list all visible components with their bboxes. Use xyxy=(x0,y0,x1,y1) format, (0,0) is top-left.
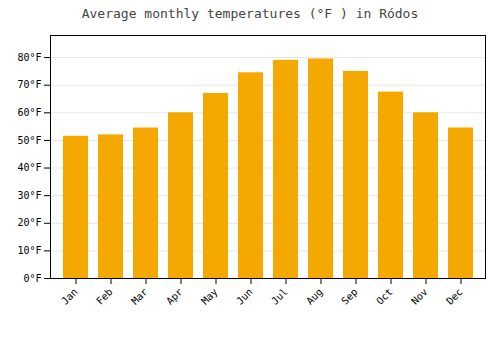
svg-text:Sep: Sep xyxy=(339,286,360,307)
svg-text:30°F: 30°F xyxy=(17,190,41,201)
svg-text:Nov: Nov xyxy=(409,286,430,307)
svg-text:60°F: 60°F xyxy=(17,107,41,118)
svg-text:50°F: 50°F xyxy=(17,135,41,146)
svg-text:40°F: 40°F xyxy=(17,162,41,173)
svg-text:70°F: 70°F xyxy=(17,79,41,90)
svg-text:Apr: Apr xyxy=(164,286,185,307)
svg-text:Feb: Feb xyxy=(94,286,115,307)
svg-text:Aug: Aug xyxy=(304,286,325,307)
svg-text:Jan: Jan xyxy=(59,286,80,307)
svg-text:10°F: 10°F xyxy=(17,245,41,256)
svg-text:Jun: Jun xyxy=(234,286,255,307)
html-text:Average monthly temperatures (: Average monthly temperatures (°F ) in Ró… xyxy=(81,6,419,21)
svg-text:Dec: Dec xyxy=(444,286,465,307)
svg-text:May: May xyxy=(199,286,220,307)
svg-text:Oct: Oct xyxy=(374,286,395,307)
svg-text:80°F: 80°F xyxy=(17,52,41,63)
svg-text:20°F: 20°F xyxy=(17,217,41,228)
svg-text:Mar: Mar xyxy=(129,286,150,307)
svg-text:0°F: 0°F xyxy=(23,273,41,284)
svg-text:Jul: Jul xyxy=(269,286,290,307)
